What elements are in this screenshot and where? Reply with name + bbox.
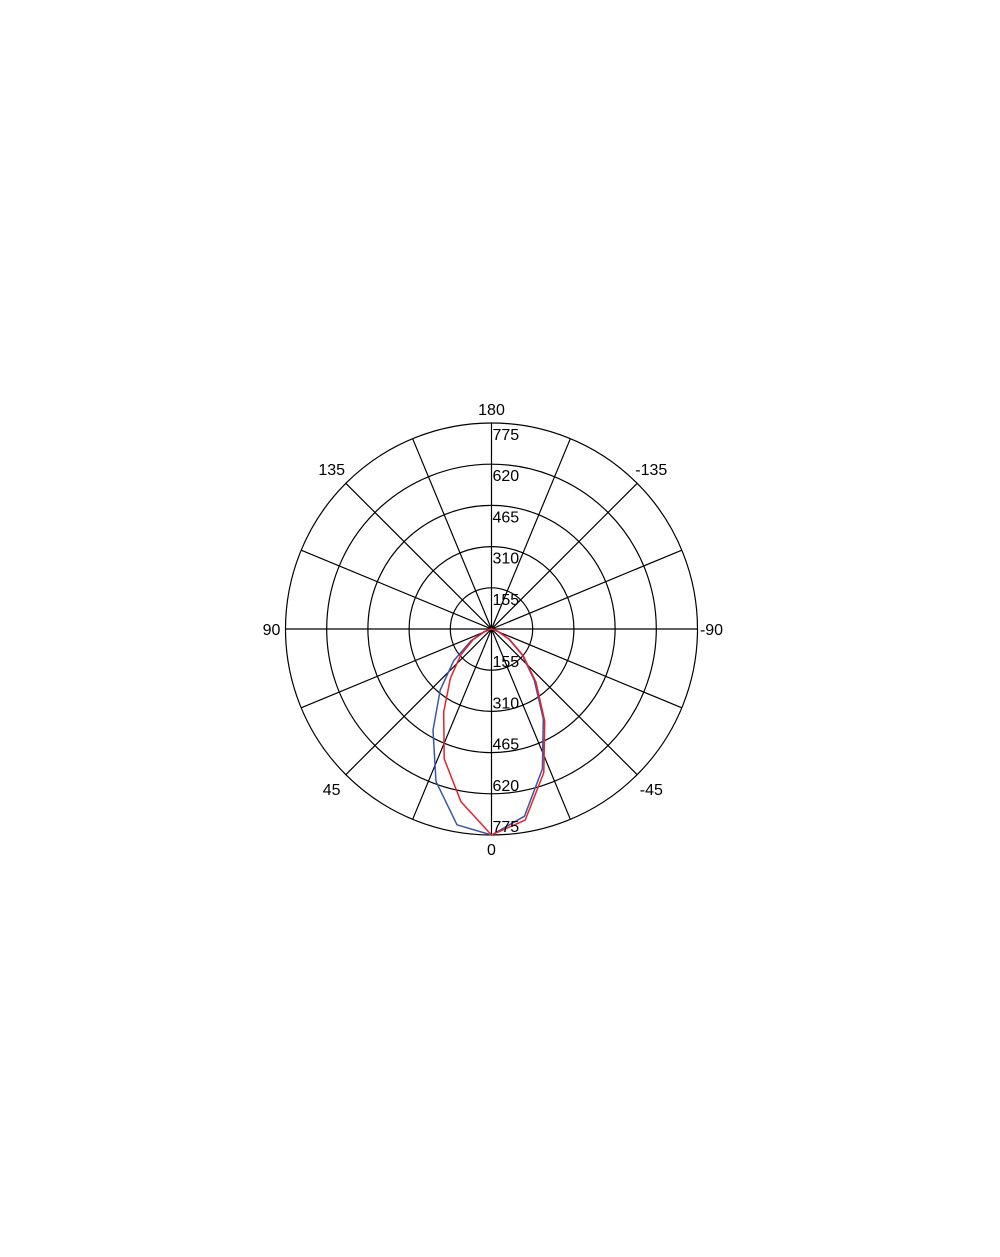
- angle-label: 45: [323, 782, 341, 799]
- radial-tick-label-top: 620: [493, 468, 520, 485]
- series-curve-2: [442, 628, 546, 836]
- angle-label: -135: [635, 462, 667, 479]
- angle-label: -45: [640, 782, 663, 799]
- angle-label: 0: [487, 842, 496, 859]
- angle-label: 180: [478, 402, 505, 419]
- radial-tick-label-bottom: 310: [493, 695, 520, 712]
- radial-tick-label-bottom: 620: [493, 778, 520, 795]
- radial-tick-label-bottom: 465: [493, 737, 520, 754]
- radial-tick-label-top: 310: [493, 551, 520, 568]
- angle-label: 135: [318, 462, 345, 479]
- radial-tick-label-top: 155: [493, 592, 520, 609]
- radial-tick-label-bottom: 775: [493, 819, 520, 836]
- intensity-curves: [432, 628, 546, 836]
- axis-labels: 155 155 310 310 465 465 620 620 775 775 180 135 -135…: [263, 402, 724, 859]
- angle-label: -90: [700, 622, 723, 639]
- radial-tick-label-bottom: 155: [493, 654, 520, 671]
- angle-label: 90: [263, 622, 281, 639]
- series-curve-1: [432, 628, 545, 836]
- radial-tick-label-top: 775: [493, 427, 520, 444]
- radial-tick-label-top: 465: [493, 509, 520, 526]
